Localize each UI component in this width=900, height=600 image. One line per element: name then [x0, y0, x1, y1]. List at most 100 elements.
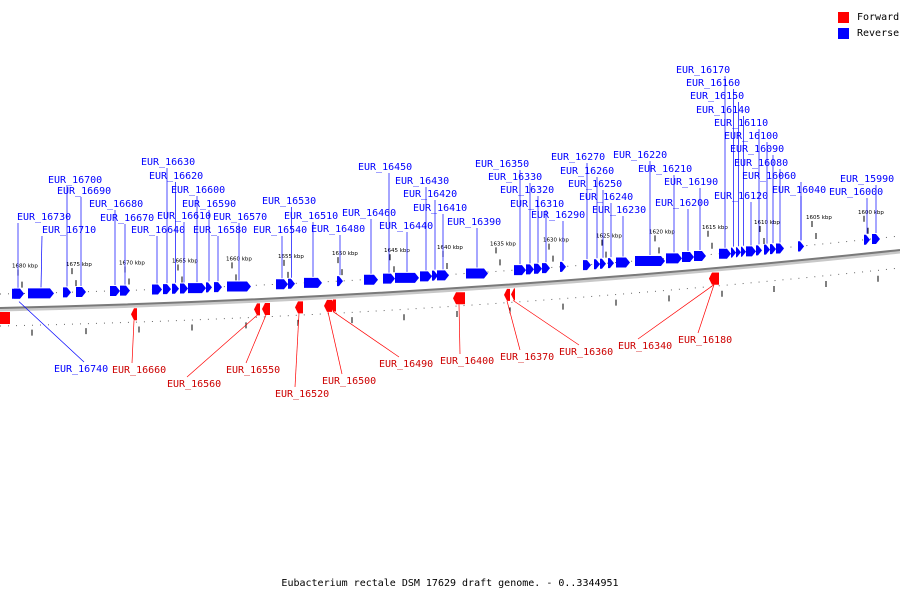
reverse-gene-arrow	[420, 271, 432, 282]
forward-gene-label: EUR_16180	[678, 335, 732, 346]
reverse-gene-arrow	[635, 255, 665, 266]
forward-gene-arrow	[504, 288, 510, 301]
reverse-gene-arrow	[437, 270, 449, 281]
reverse-gene-arrow	[560, 261, 566, 272]
forward-gene-arrow	[330, 299, 336, 312]
reverse-gene-arrow	[180, 283, 188, 294]
reverse-gene-label: EUR_16140	[696, 105, 750, 116]
tick-label: 1640 kbp	[437, 245, 463, 251]
reverse-gene-arrow	[608, 258, 614, 269]
reverse-gene-arrow	[798, 241, 804, 252]
reverse-gene-label: EUR_16440	[379, 221, 433, 232]
reverse-gene-arrow	[770, 244, 776, 255]
forward-gene-label: EUR_16490	[379, 359, 433, 370]
reverse-gene-label: EUR_16530	[262, 196, 316, 207]
forward-gene-arrow	[131, 308, 137, 321]
reverse-gene-arrow	[736, 247, 741, 258]
tick-label: 1600 kbp	[858, 210, 884, 216]
reverse-gene-label: EUR_16150	[690, 91, 744, 102]
forward-gene-arrow	[0, 312, 10, 324]
reverse-gene-label: EUR_16710	[42, 225, 96, 236]
forward-gene-label: EUR_16500	[322, 376, 376, 387]
tick-label: 1645 kbp	[384, 248, 410, 254]
forward-gene-arrow	[324, 299, 332, 312]
tick-label: 1625 kbp	[596, 234, 622, 240]
reverse-gene-label: EUR_16690	[57, 186, 111, 197]
backbone-shadow	[0, 250, 900, 312]
reverse-gene-label: EUR_16600	[171, 185, 225, 196]
reverse-gene-label: EUR_16390	[447, 217, 501, 228]
reverse-gene-arrow	[337, 276, 343, 287]
reverse-gene-label: EUR_16630	[141, 157, 195, 168]
forward-gene-label: EUR_16370	[500, 352, 554, 363]
reverse-gene-arrow	[741, 246, 746, 257]
reverse-gene-label: EUR_16100	[724, 131, 778, 142]
reverse-gene-label: EUR_16060	[742, 171, 796, 182]
reverse-gene-arrow	[731, 247, 736, 258]
reverse-gene-label: EUR_16290	[531, 210, 585, 221]
reverse-gene-arrow	[214, 282, 222, 293]
forward-gene-label: EUR_16660	[112, 365, 166, 376]
tick-label: 1680 kbp	[12, 264, 38, 270]
reverse-gene-arrow	[872, 233, 880, 244]
reverse-gene-arrow	[864, 234, 870, 245]
gene-leader	[697, 284, 715, 334]
reverse-gene-arrow	[288, 278, 295, 289]
reverse-gene-label: EUR_16620	[149, 171, 203, 182]
reverse-gene-label: EUR_16420	[403, 189, 457, 200]
legend-forward-label: Forward	[857, 11, 900, 23]
tick-label: 1620 kbp	[649, 229, 675, 235]
reverse-gene-arrow	[227, 281, 251, 292]
reverse-gene-arrow	[364, 274, 378, 285]
reverse-gene-label: EUR_16430	[395, 176, 449, 187]
reverse-gene-arrow	[594, 259, 600, 270]
forward-gene-arrow	[295, 301, 303, 314]
reverse-gene-label: EUR_16200	[655, 198, 709, 209]
reverse-gene-arrow	[466, 268, 488, 279]
reverse-gene-label: EUR_16700	[48, 175, 102, 186]
forward-gene-arrow	[453, 292, 465, 305]
forward-gene-label: EUR_16520	[275, 389, 329, 400]
reverse-gene-label: EUR_16000	[829, 187, 883, 198]
gene-leader	[637, 284, 715, 340]
forward-gene-label: EUR_16360	[559, 347, 613, 358]
legend-reverse: Reverse	[838, 25, 899, 41]
reverse-gene-label: EUR_16540	[253, 225, 307, 236]
reverse-gene-arrow	[276, 279, 288, 290]
reverse-gene-label: EUR_16210	[638, 164, 692, 175]
reverse-gene-arrow	[526, 264, 534, 275]
forward-gene-label: EUR_16340	[618, 341, 672, 352]
reverse-gene-arrow	[152, 284, 162, 295]
reverse-gene-arrow	[746, 246, 756, 257]
reverse-gene-label: EUR_16570	[213, 212, 267, 223]
reverse-gene-arrow	[694, 250, 706, 261]
gene-leader	[332, 311, 400, 358]
reverse-gene-label: EUR_16330	[488, 172, 542, 183]
gene-leader	[327, 311, 343, 375]
reverse-gene-arrow	[682, 252, 694, 263]
legend: Forward Reverse	[838, 9, 899, 41]
reverse-gene-label: EUR_16220	[613, 150, 667, 161]
reverse-gene-arrow	[395, 272, 419, 283]
forward-gene-arrow	[709, 272, 719, 285]
reverse-gene-label: EUR_16680	[89, 199, 143, 210]
tick-label: 1675 kbp	[66, 262, 92, 268]
reverse-gene-arrow	[76, 287, 86, 298]
reverse-gene-label: EUR_16040	[772, 185, 826, 196]
reverse-swatch	[838, 27, 849, 39]
gene-leader	[458, 304, 461, 355]
tick-label: 1605 kbp	[806, 215, 832, 221]
gene-leader	[506, 300, 521, 351]
gene-leader	[40, 235, 43, 288]
reverse-gene-arrow	[600, 258, 606, 269]
tick-label: 1650 kbp	[332, 251, 358, 257]
reverse-gene-label: EUR_16610	[157, 211, 211, 222]
reverse-gene-label: EUR_16250	[568, 179, 622, 190]
gene-leader	[186, 315, 258, 378]
forward-swatch	[838, 11, 849, 23]
gene-leader	[131, 320, 135, 364]
reverse-gene-arrow	[172, 283, 179, 294]
reverse-gene-arrow	[63, 287, 71, 298]
reverse-gene-arrow	[28, 288, 54, 299]
